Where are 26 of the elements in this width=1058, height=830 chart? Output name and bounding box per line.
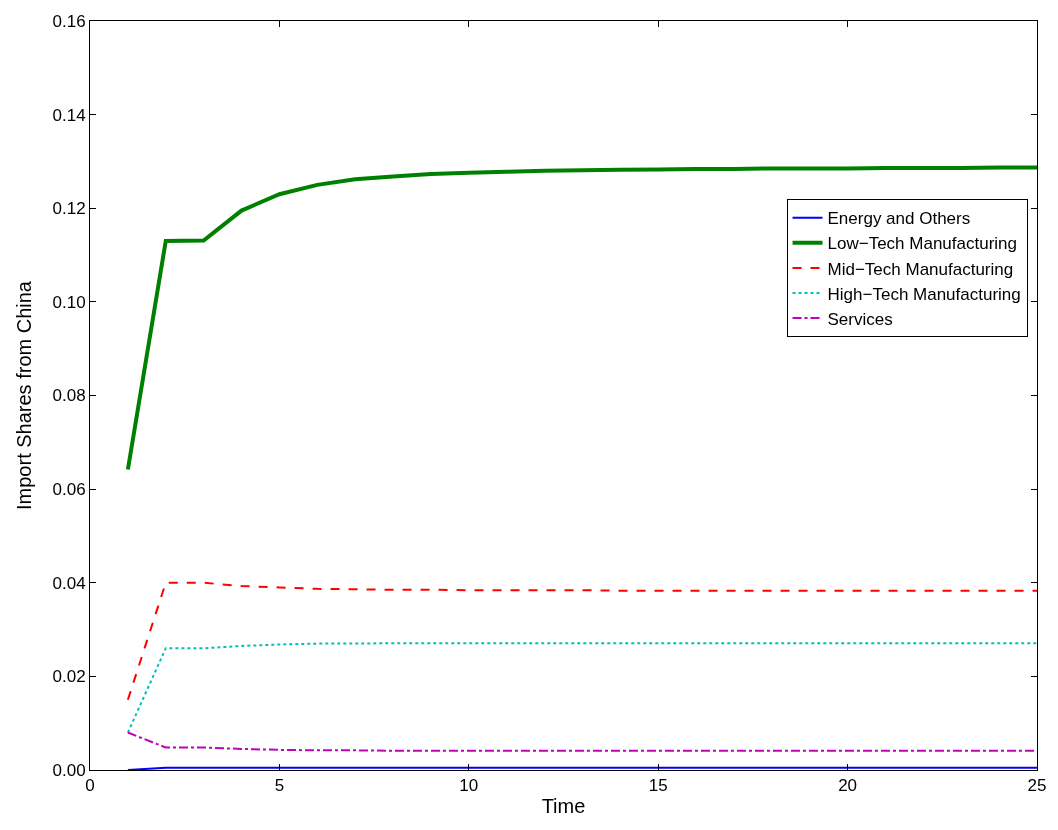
x-tick-label: 15 [648,776,668,796]
line-series [126,731,1037,752]
line-series [126,642,1037,734]
legend-label: High−Tech Manufacturing [827,284,1021,304]
y-tick-label: 0.08 [52,386,86,406]
y-tick-label: 0.06 [52,480,86,500]
y-tick-label: 0.10 [52,292,86,312]
line-series [125,165,1037,472]
y-tick-label: 0.04 [52,573,86,593]
y-tick-label: 0.16 [52,11,86,31]
x-axis-title: Time [541,794,586,817]
line-series [126,581,1037,701]
x-tick-label: 20 [838,776,858,796]
legend-label: Mid−Tech Manufacturing [827,259,1014,279]
legend-label: Services [827,309,893,329]
x-tick-label: 10 [459,776,479,796]
y-tick-label: 0.02 [52,667,86,687]
y-tick-label: 0.14 [52,105,86,125]
y-tick-label: 0.00 [52,760,86,780]
x-tick-label: 5 [274,776,285,796]
legend-label: Low−Tech Manufacturing [827,234,1018,254]
x-tick-label: 25 [1027,776,1047,796]
x-tick-label: 0 [85,776,95,796]
y-axis-title: Import Shares from China [13,280,36,510]
legend-label: Energy and Others [827,209,971,229]
y-tick-label: 0.12 [52,199,86,219]
